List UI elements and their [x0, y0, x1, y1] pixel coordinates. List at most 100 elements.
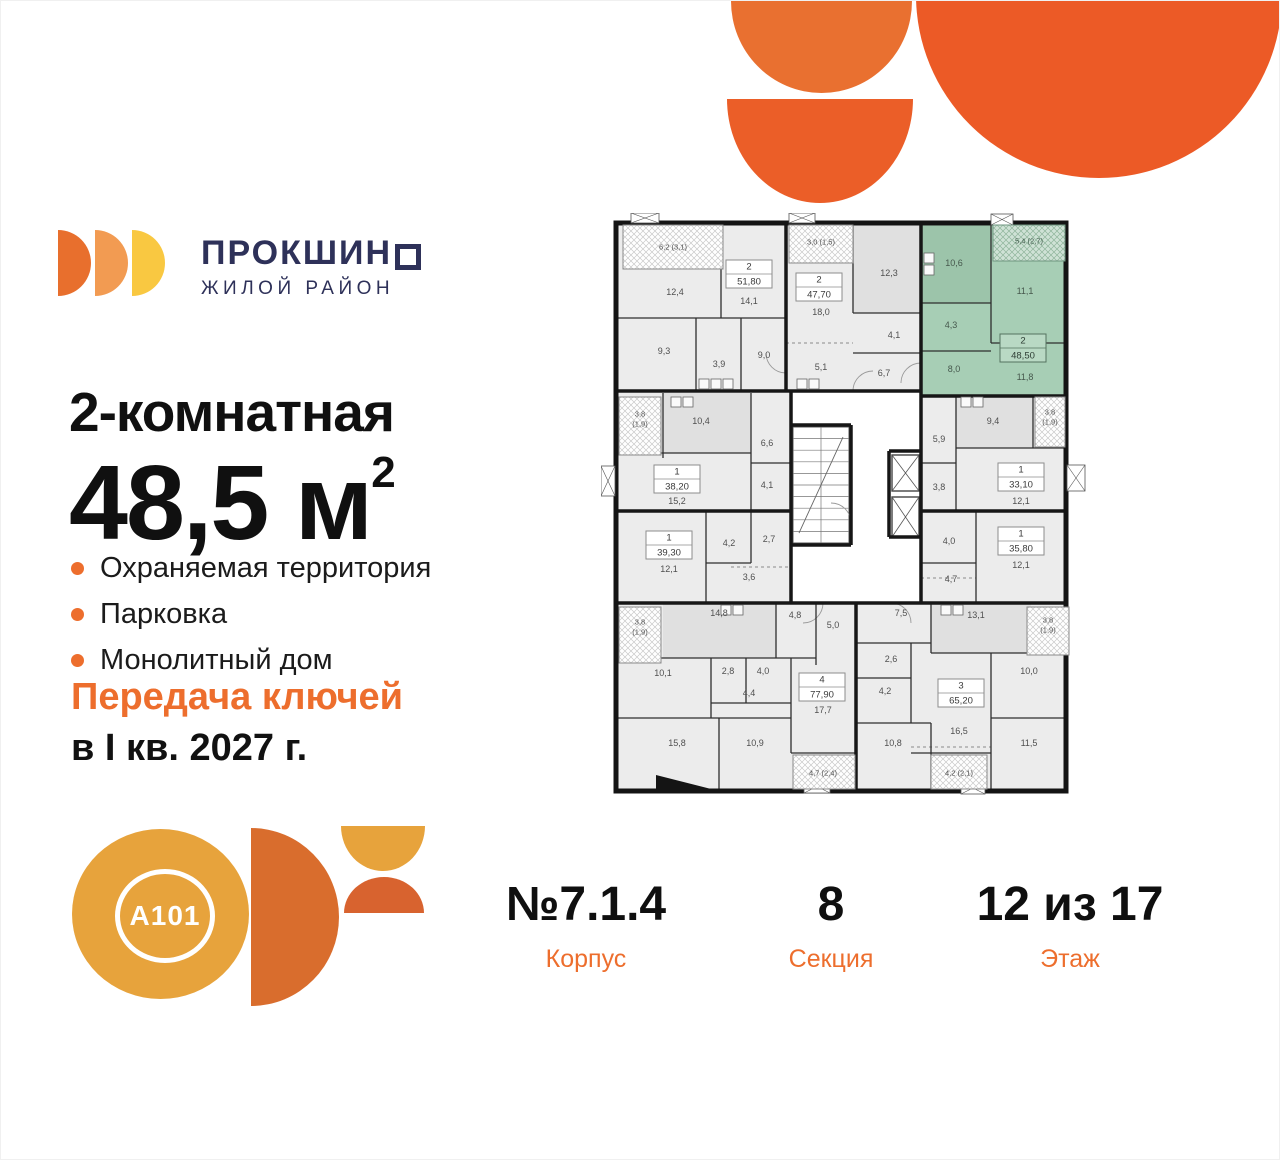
- svg-text:4,2: 4,2: [879, 686, 892, 696]
- area-unit: м: [294, 444, 373, 562]
- svg-text:33,10: 33,10: [1009, 480, 1033, 491]
- bullet-dot-icon: [71, 562, 84, 575]
- svg-text:4,7 (2,4): 4,7 (2,4): [809, 769, 837, 778]
- svg-text:15,8: 15,8: [668, 738, 686, 748]
- area-value: 48,5: [69, 444, 269, 562]
- svg-text:2,8: 2,8: [722, 666, 735, 676]
- svg-text:(1,9): (1,9): [632, 420, 648, 429]
- feature-item: Охраняемая территория: [71, 549, 431, 587]
- floor-value: 12 из 17: [976, 878, 1164, 931]
- svg-text:5,0: 5,0: [827, 620, 840, 630]
- brand-name: ПРОКШИН: [201, 236, 422, 270]
- svg-text:4,8: 4,8: [789, 610, 802, 620]
- svg-text:1: 1: [1018, 465, 1023, 476]
- svg-text:47,70: 47,70: [807, 290, 831, 301]
- svg-text:8,0: 8,0: [948, 364, 961, 374]
- svg-text:(1,9): (1,9): [1042, 418, 1058, 427]
- svg-text:5,9: 5,9: [933, 434, 946, 444]
- svg-text:3,6: 3,6: [743, 572, 756, 582]
- svg-text:5,1: 5,1: [815, 362, 828, 372]
- svg-text:9,4: 9,4: [987, 416, 1000, 426]
- svg-text:11,5: 11,5: [1021, 738, 1038, 748]
- svg-text:6,6: 6,6: [761, 438, 774, 448]
- svg-text:2: 2: [816, 275, 821, 286]
- svg-text:4,4: 4,4: [743, 688, 756, 698]
- a101-logo: A101: [72, 829, 249, 999]
- svg-text:65,20: 65,20: [949, 696, 973, 707]
- svg-text:16,5: 16,5: [950, 726, 968, 736]
- bullet-dot-icon: [71, 654, 84, 667]
- svg-text:(1,9): (1,9): [1040, 626, 1056, 635]
- keys-handover-title: Передача ключей: [71, 676, 404, 718]
- svg-text:5,4 (2,7): 5,4 (2,7): [1015, 237, 1043, 246]
- svg-text:4,1: 4,1: [761, 480, 774, 490]
- a101-label: A101: [129, 900, 201, 931]
- svg-text:35,80: 35,80: [1009, 544, 1033, 555]
- svg-text:4,7: 4,7: [945, 574, 958, 584]
- svg-text:2: 2: [1020, 336, 1025, 347]
- svg-text:3,8: 3,8: [933, 482, 946, 492]
- svg-text:13,1: 13,1: [967, 610, 985, 620]
- meta-building: №7.1.4 Корпус: [471, 881, 701, 974]
- section-value: 8: [817, 878, 845, 931]
- brand-square-o-icon: [395, 244, 422, 270]
- svg-text:3,8: 3,8: [635, 410, 645, 419]
- svg-text:10,6: 10,6: [945, 258, 963, 268]
- svg-text:12,3: 12,3: [880, 268, 898, 278]
- floor-label: Этаж: [1040, 945, 1100, 973]
- svg-text:4,3: 4,3: [945, 320, 958, 330]
- deco-halfcircle-top: [731, 1, 912, 93]
- svg-text:12,1: 12,1: [1012, 560, 1030, 570]
- bullet-dot-icon: [71, 608, 84, 621]
- svg-text:10,8: 10,8: [884, 738, 902, 748]
- building-label: Корпус: [545, 945, 627, 973]
- svg-text:4,2 (2,1): 4,2 (2,1): [945, 769, 973, 778]
- svg-text:17,7: 17,7: [814, 705, 832, 715]
- svg-text:12,4: 12,4: [666, 287, 684, 297]
- svg-text:4,0: 4,0: [943, 536, 956, 546]
- svg-text:3,8: 3,8: [635, 618, 645, 627]
- brand-subtitle: ЖИЛОЙ РАЙОН: [201, 278, 395, 299]
- feature-item: Монолитный дом: [71, 641, 431, 679]
- meta-section: 8 Секция: [726, 881, 936, 974]
- feature-item: Парковка: [71, 595, 431, 633]
- svg-text:18,0: 18,0: [812, 307, 830, 317]
- svg-text:4,0: 4,0: [757, 666, 770, 676]
- svg-text:(1,9): (1,9): [632, 628, 648, 637]
- section-label: Секция: [788, 945, 874, 973]
- rooms-title: 2-комнатная: [69, 381, 395, 443]
- svg-text:9,0: 9,0: [758, 350, 771, 360]
- svg-text:10,1: 10,1: [654, 668, 672, 678]
- svg-text:2,7: 2,7: [763, 534, 776, 544]
- svg-text:3: 3: [958, 681, 963, 692]
- building-value: №7.1.4: [505, 878, 667, 931]
- svg-text:12,1: 12,1: [660, 564, 678, 574]
- svg-text:1: 1: [1018, 529, 1023, 540]
- area-superscript: 2: [371, 448, 396, 497]
- svg-text:9,3: 9,3: [658, 346, 671, 356]
- svg-text:4: 4: [819, 675, 824, 686]
- svg-text:10,0: 10,0: [1020, 666, 1038, 676]
- svg-text:3,8: 3,8: [1043, 616, 1053, 625]
- keys-handover-date: в I кв. 2027 г.: [71, 726, 308, 769]
- svg-text:38,20: 38,20: [665, 482, 689, 493]
- svg-text:10,4: 10,4: [692, 416, 710, 426]
- brand-disc-lightorange-icon: [95, 230, 128, 296]
- deco-halfcircle-bottom: [727, 99, 913, 203]
- brand-disc-orange-icon: [58, 230, 91, 296]
- svg-text:4,2: 4,2: [723, 538, 736, 548]
- svg-text:3,0 (1,5): 3,0 (1,5): [807, 238, 835, 247]
- svg-text:6,2 (3,1): 6,2 (3,1): [659, 243, 687, 252]
- svg-text:1: 1: [666, 533, 671, 544]
- keys-handover: Передача ключей в I кв. 2027 г.: [71, 676, 404, 770]
- svg-text:3,9: 3,9: [713, 359, 726, 369]
- floor-plan: 6,2 (3,1) 12,4 14,1 9,3 3,9 9,0 2 51,80 3,0 (1,5…: [600, 212, 1091, 808]
- svg-text:3,8: 3,8: [1045, 408, 1055, 417]
- meta-floor: 12 из 17 Этаж: [945, 881, 1195, 974]
- brand-logo: ПРОКШИН ЖИЛОЙ РАЙОН: [58, 230, 422, 300]
- svg-text:48,50: 48,50: [1011, 351, 1035, 362]
- a101-ring-icon: A101: [115, 869, 215, 963]
- svg-text:2,6: 2,6: [885, 654, 898, 664]
- svg-text:39,30: 39,30: [657, 548, 681, 559]
